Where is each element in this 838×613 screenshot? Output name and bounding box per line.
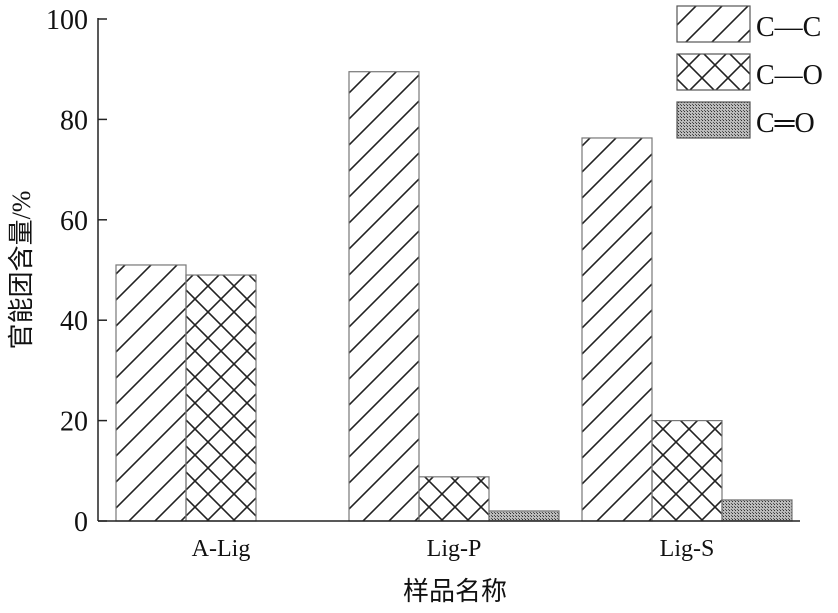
bar-lig-s-0 — [581, 137, 653, 522]
bar-lig-p-0 — [348, 71, 420, 522]
bar-a-lig-0 — [115, 264, 187, 522]
x-tick-label: Lig-P — [427, 536, 482, 562]
bar-a-lig-1 — [185, 274, 257, 522]
bar-lig-s-1 — [651, 420, 723, 522]
y-tick-label: 20 — [60, 407, 88, 438]
legend-label: C—C — [756, 12, 821, 43]
bar-lig-p-1 — [418, 476, 490, 522]
y-axis-label: 官能团含量/% — [7, 191, 36, 350]
y-tick-label: 60 — [60, 206, 88, 237]
bar-lig-s-2 — [721, 499, 793, 522]
y-tick-label: 80 — [60, 105, 88, 136]
y-tick-label: 40 — [60, 306, 88, 337]
legend-swatch — [676, 5, 751, 43]
x-tick-label: Lig-S — [660, 536, 715, 562]
x-tick-label: A-Lig — [192, 536, 251, 562]
y-tick-label: 100 — [46, 5, 88, 36]
legend-label: C═O — [756, 108, 815, 139]
x-axis-label: 样品名称 — [403, 577, 507, 606]
bar-lig-p-2 — [488, 510, 560, 522]
legend-label: C—O — [756, 60, 823, 91]
legend-swatch — [676, 101, 751, 139]
legend-swatch — [676, 53, 751, 91]
y-tick-label: 0 — [74, 507, 88, 538]
